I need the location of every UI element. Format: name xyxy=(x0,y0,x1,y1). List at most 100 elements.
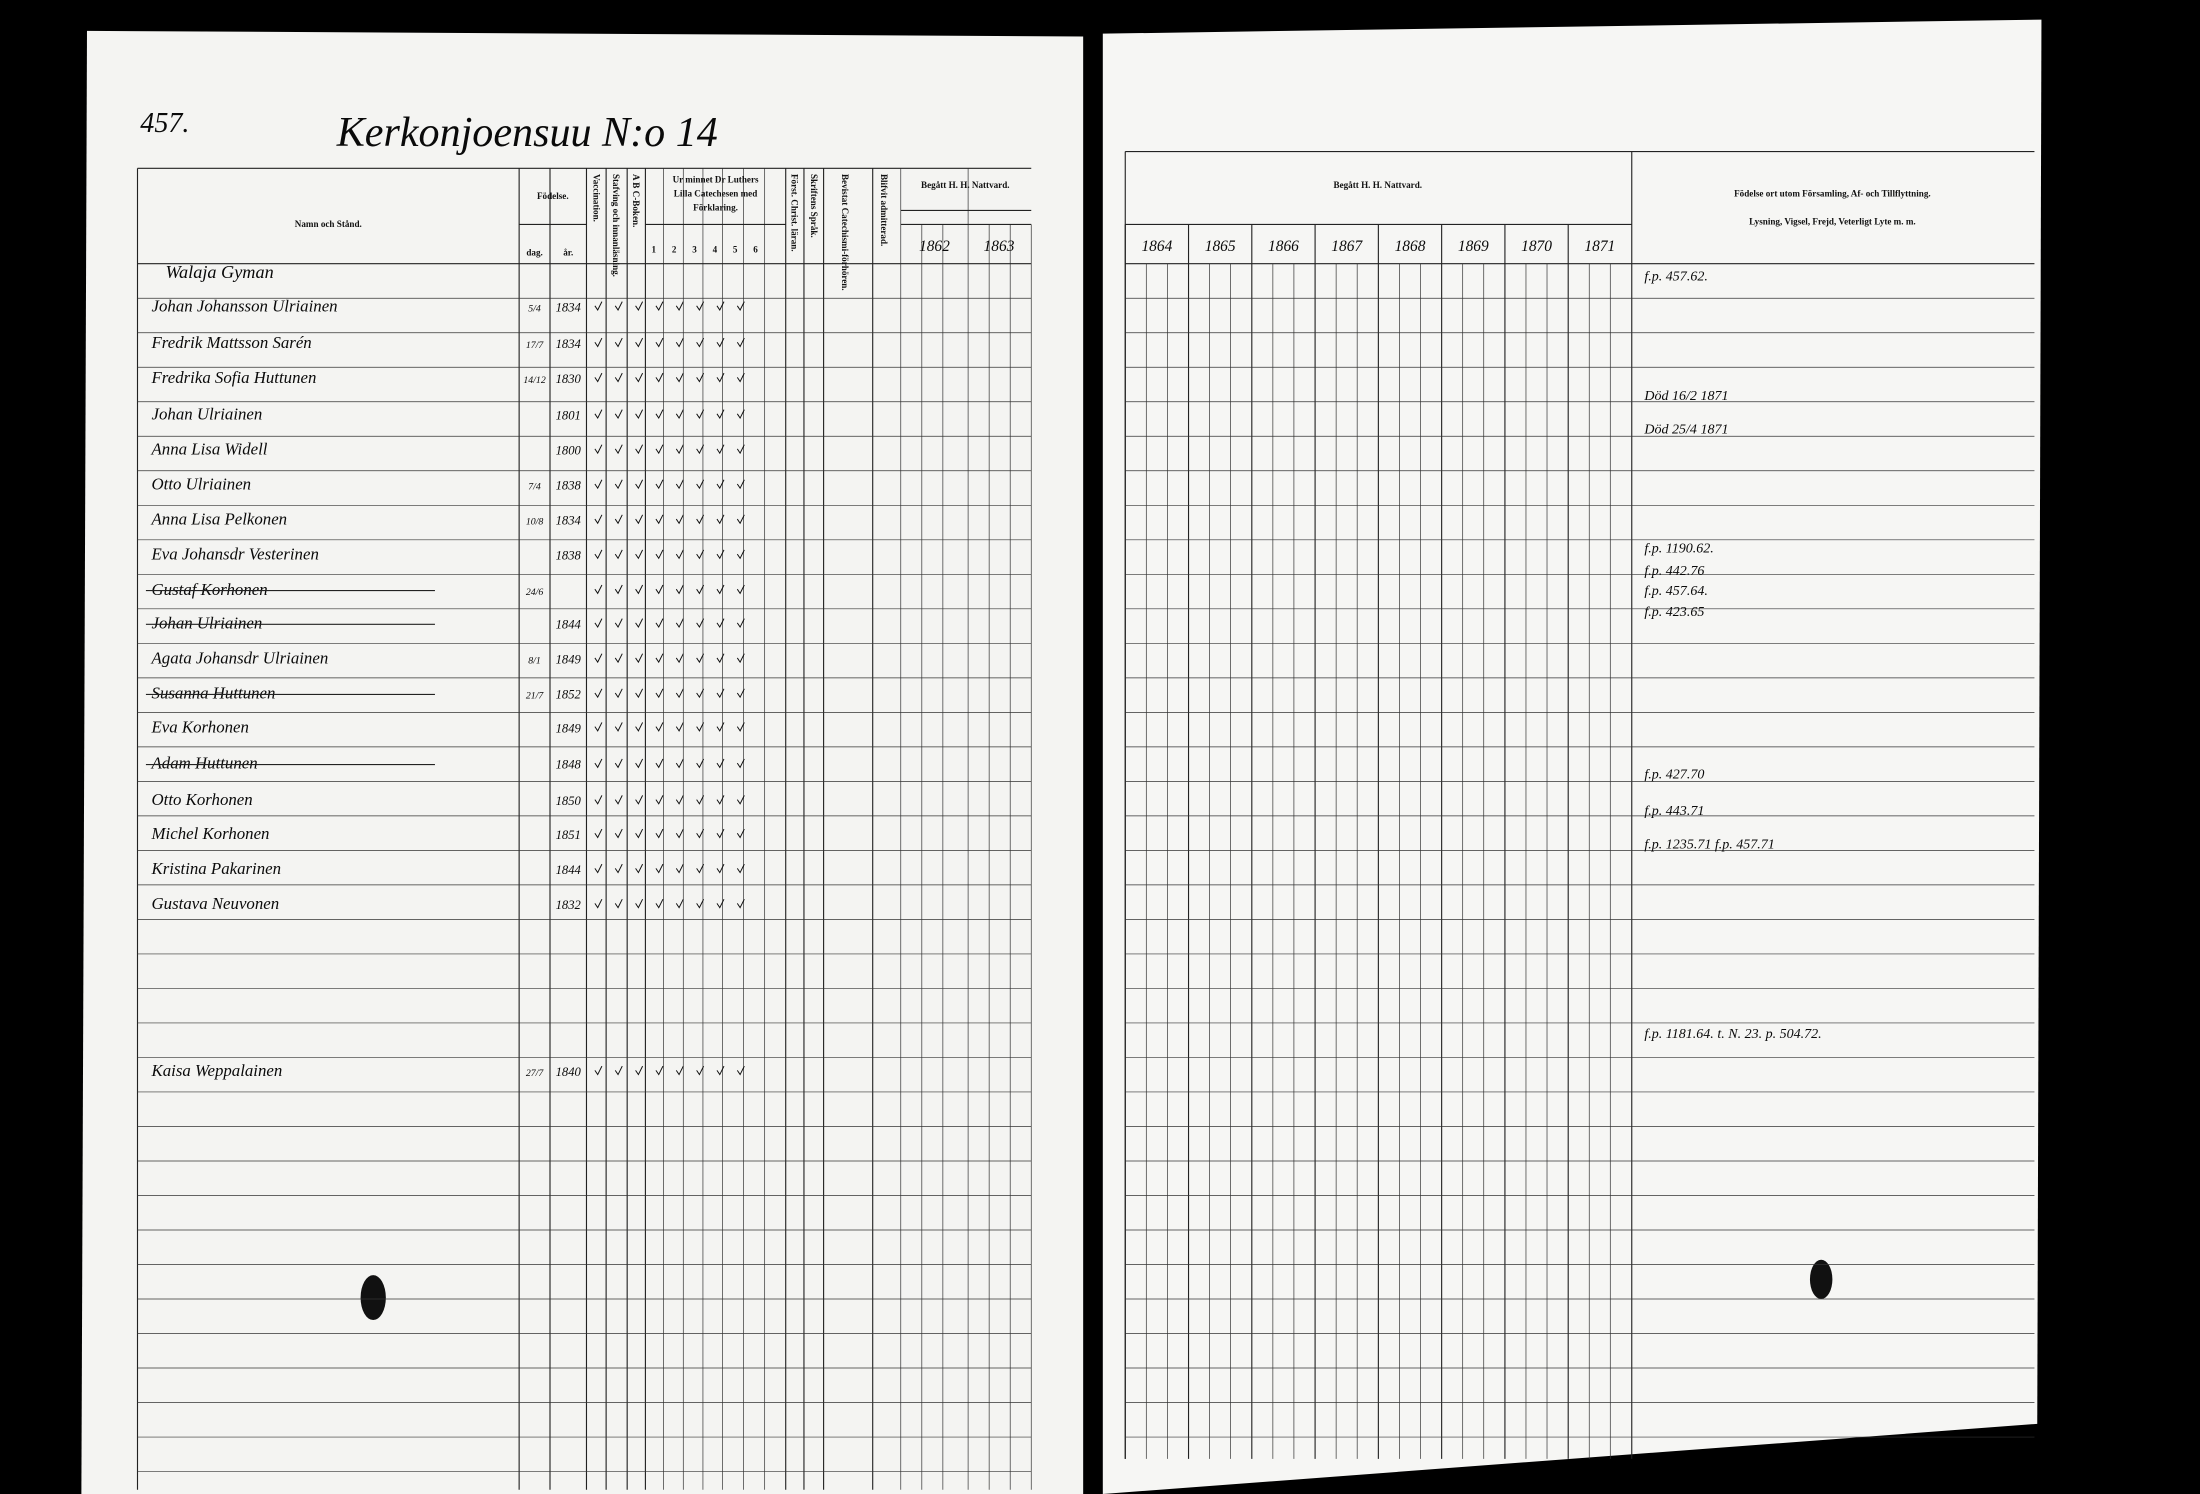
label: 1868 xyxy=(1395,238,1426,255)
check-mark xyxy=(655,479,664,490)
column-header: Bevistat Catechismi-förhören. xyxy=(840,174,850,291)
check-mark xyxy=(594,409,603,420)
check-mark xyxy=(614,337,623,348)
label: Kristina Pakarinen xyxy=(151,859,281,878)
label: f.p. 442.76 xyxy=(1644,564,1704,579)
check-mark xyxy=(655,372,664,383)
check-mark xyxy=(635,653,644,664)
label: Fredrika Sofia Huttunen xyxy=(151,368,317,387)
label: Susanna Huttunen xyxy=(152,684,276,703)
check-mark xyxy=(594,828,603,839)
check-mark xyxy=(696,514,705,525)
check-mark xyxy=(655,653,664,664)
column-header: Blifvit admitterad. xyxy=(879,174,889,246)
title: Kerkonjoensuu N:o 14 xyxy=(336,110,718,156)
check-mark xyxy=(655,795,664,805)
label: Michel Korhonen xyxy=(151,824,270,843)
check-mark xyxy=(696,828,705,839)
column-header: A B C-Boken. xyxy=(631,174,641,227)
ink-blot xyxy=(1809,1259,1833,1300)
label: 1838 xyxy=(556,549,582,563)
label: 8/1 xyxy=(528,656,541,667)
check-mark xyxy=(594,372,603,383)
check-mark xyxy=(736,898,745,909)
label: år. xyxy=(563,247,573,257)
check-mark xyxy=(614,479,623,490)
check-mark xyxy=(635,479,644,490)
label: 5/4 xyxy=(528,303,541,314)
check-mark xyxy=(614,549,623,560)
check-mark xyxy=(675,514,684,525)
check-mark xyxy=(594,688,603,699)
check-mark xyxy=(696,722,705,732)
check-mark xyxy=(716,828,725,839)
check-mark xyxy=(736,722,745,732)
check-mark xyxy=(696,795,705,805)
label: Namn och Stånd. xyxy=(295,219,362,229)
label: 1870 xyxy=(1521,238,1552,255)
label: 1850 xyxy=(556,794,582,808)
check-mark xyxy=(655,688,664,699)
check-mark xyxy=(635,618,644,629)
page-number: 457. xyxy=(140,108,189,139)
check-mark xyxy=(675,337,684,348)
check-mark xyxy=(696,549,705,560)
check-mark xyxy=(675,479,684,490)
check-mark xyxy=(594,337,603,348)
label: 14/12 xyxy=(523,375,545,386)
check-mark xyxy=(716,301,725,311)
check-mark xyxy=(716,653,725,664)
check-mark xyxy=(635,688,644,699)
check-mark xyxy=(635,337,644,348)
check-mark xyxy=(655,898,664,909)
label: 1832 xyxy=(556,898,582,912)
check-mark xyxy=(716,618,725,629)
check-mark xyxy=(594,1065,603,1076)
label: f.p. 1181.64. t. N. 23. p. 504.72. xyxy=(1644,1027,1821,1042)
label: f.p. 443.71 xyxy=(1644,804,1704,819)
check-mark xyxy=(594,549,603,560)
label: Kaisa Weppalainen xyxy=(151,1061,283,1080)
label: 1869 xyxy=(1458,238,1489,255)
check-mark xyxy=(736,514,745,525)
check-mark xyxy=(696,409,705,420)
check-mark xyxy=(655,409,664,420)
label: 1866 xyxy=(1268,238,1299,255)
label: Begått H. H. Nattvard. xyxy=(921,180,1010,190)
check-mark xyxy=(655,584,664,595)
check-mark xyxy=(594,863,603,874)
check-mark xyxy=(736,653,745,664)
label: 6 xyxy=(753,245,758,255)
check-mark xyxy=(594,444,603,455)
check-mark xyxy=(675,863,684,874)
check-mark xyxy=(675,795,684,805)
check-mark xyxy=(675,653,684,664)
label: Johan Ulriainen xyxy=(152,404,263,423)
check-mark xyxy=(696,337,705,348)
check-mark xyxy=(635,372,644,383)
label: 1 xyxy=(652,245,657,255)
label: Eva Korhonen xyxy=(151,717,249,736)
check-mark xyxy=(716,795,725,805)
check-mark xyxy=(736,688,745,699)
ink-blot xyxy=(360,1275,386,1321)
label: 21/7 xyxy=(526,691,545,702)
check-mark xyxy=(716,444,725,455)
label: 2 xyxy=(672,245,677,255)
label: Walaja Gyman xyxy=(166,262,274,282)
check-mark xyxy=(716,898,725,909)
label: f.p. 423.65 xyxy=(1644,605,1704,620)
check-mark xyxy=(675,549,684,560)
label: f.p. 427.70 xyxy=(1644,768,1704,783)
label: Lysning, Vigsel, Frejd, Veterligt Lyte m… xyxy=(1749,216,1916,226)
check-mark xyxy=(736,863,745,874)
check-mark xyxy=(716,1065,725,1076)
label: f.p. 1235.71 f.p. 457.71 xyxy=(1644,838,1774,853)
check-mark xyxy=(594,653,603,664)
check-mark xyxy=(635,758,644,769)
label: 1849 xyxy=(556,721,582,735)
check-mark xyxy=(614,618,623,629)
check-mark xyxy=(594,479,603,490)
check-mark xyxy=(614,688,623,699)
